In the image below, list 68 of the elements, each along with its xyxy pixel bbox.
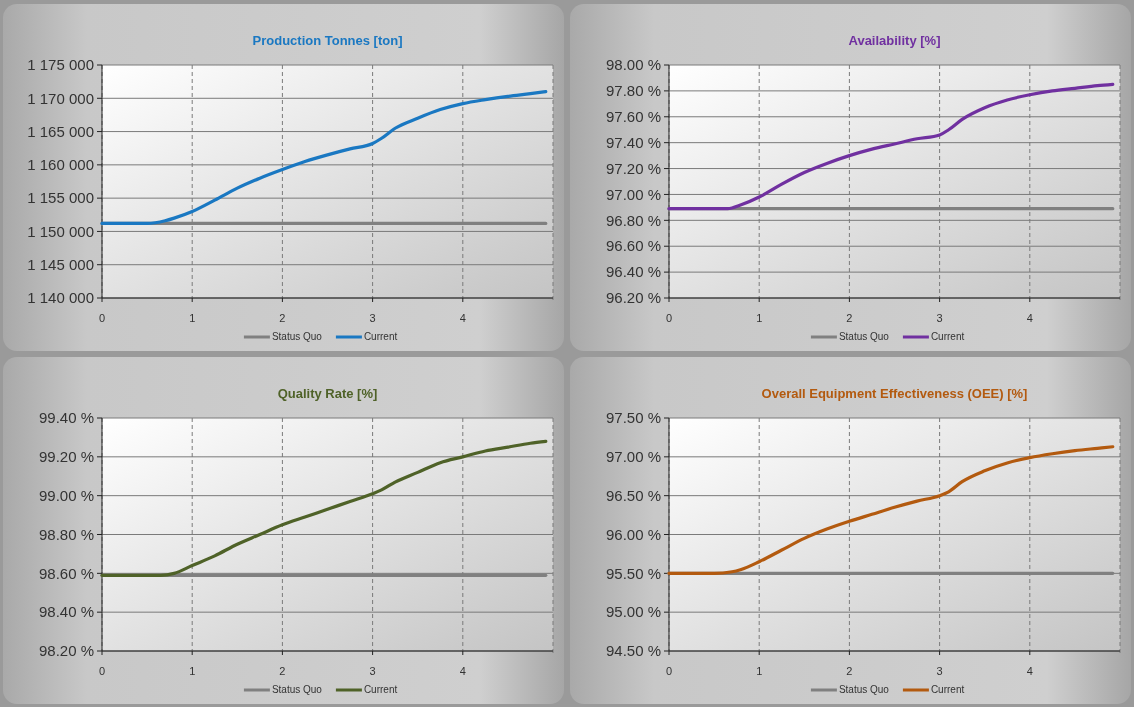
y-tick-label: 97.80 % xyxy=(605,82,661,100)
y-tick-label: 98.00 % xyxy=(605,56,661,74)
y-tick-label: 1 165 000 xyxy=(27,122,94,140)
y-tick-label: 96.60 % xyxy=(605,237,661,255)
y-tick-label: 98.80 % xyxy=(38,525,94,543)
y-tick-label: 99.40 % xyxy=(38,409,94,427)
x-tick-label: 3 xyxy=(936,312,943,324)
x-tick-label: 3 xyxy=(369,312,376,324)
chart-title: Quality Rate [%] xyxy=(277,386,378,401)
legend-label: Current xyxy=(930,684,965,695)
y-tick-label: 97.60 % xyxy=(605,108,661,126)
y-tick-label: 95.50 % xyxy=(605,564,661,582)
y-tick-label: 1 175 000 xyxy=(27,56,94,74)
chart-title: Production Tonnes [ton] xyxy=(252,33,403,48)
line-series xyxy=(100,439,548,577)
y-tick-label: 1 150 000 xyxy=(27,222,94,240)
y-tick-label: 1 140 000 xyxy=(27,289,94,307)
y-tick-label: 97.20 % xyxy=(605,159,661,177)
x-tick-label: 0 xyxy=(665,665,673,677)
x-tick-label: 2 xyxy=(279,665,286,677)
legend-label: Status Quo xyxy=(271,684,323,695)
y-tick-label: 96.00 % xyxy=(605,525,661,543)
y-tick-label: 98.60 % xyxy=(38,564,94,582)
y-tick-label: 99.20 % xyxy=(38,448,94,466)
x-tick-label: 2 xyxy=(846,665,853,677)
x-tick-label: 4 xyxy=(1026,665,1033,677)
y-tick-label: 1 160 000 xyxy=(27,156,94,174)
legend-label: Current xyxy=(363,684,398,695)
y-tick-label: 98.20 % xyxy=(38,642,94,660)
chart-title: Overall Equipment Effectiveness (OEE) [%] xyxy=(761,386,1028,401)
y-tick-label: 1 145 000 xyxy=(27,255,94,273)
legend-label: Status Quo xyxy=(271,331,323,342)
x-tick-label: 0 xyxy=(98,665,106,677)
y-tick-label: 96.80 % xyxy=(605,211,661,229)
line-series xyxy=(667,82,1115,211)
x-tick-label: 0 xyxy=(665,312,673,324)
x-tick-label: 3 xyxy=(936,665,943,677)
y-tick-label: 96.20 % xyxy=(605,289,661,307)
x-tick-label: 1 xyxy=(756,665,763,677)
legend-label: Current xyxy=(930,331,965,342)
x-tick-label: 4 xyxy=(459,665,466,677)
y-tick-label: 97.50 % xyxy=(605,409,661,427)
y-tick-label: 97.40 % xyxy=(605,133,661,151)
chart-title: Availability [%] xyxy=(848,33,941,48)
legend-label: Current xyxy=(363,331,398,342)
x-tick-label: 2 xyxy=(279,312,286,324)
legend-label: Status Quo xyxy=(838,331,890,342)
x-tick-label: 1 xyxy=(189,665,196,677)
line-series xyxy=(667,445,1115,575)
x-tick-label: 4 xyxy=(459,312,466,324)
y-tick-label: 97.00 % xyxy=(605,448,661,466)
x-tick-label: 1 xyxy=(189,312,196,324)
y-tick-label: 96.40 % xyxy=(605,263,661,281)
legend-label: Status Quo xyxy=(838,684,890,695)
y-tick-label: 96.50 % xyxy=(605,486,661,504)
x-tick-label: 2 xyxy=(846,312,853,324)
line-series xyxy=(100,90,548,226)
y-tick-label: 97.00 % xyxy=(605,185,661,203)
y-tick-label: 94.50 % xyxy=(605,642,661,660)
x-tick-label: 3 xyxy=(369,665,376,677)
x-tick-label: 4 xyxy=(1026,312,1033,324)
y-tick-label: 1 155 000 xyxy=(27,189,94,207)
y-tick-label: 98.40 % xyxy=(38,603,94,621)
y-tick-label: 99.00 % xyxy=(38,486,94,504)
x-tick-label: 0 xyxy=(98,312,106,324)
y-tick-label: 95.00 % xyxy=(605,603,661,621)
x-tick-label: 1 xyxy=(756,312,763,324)
y-tick-label: 1 170 000 xyxy=(27,89,94,107)
